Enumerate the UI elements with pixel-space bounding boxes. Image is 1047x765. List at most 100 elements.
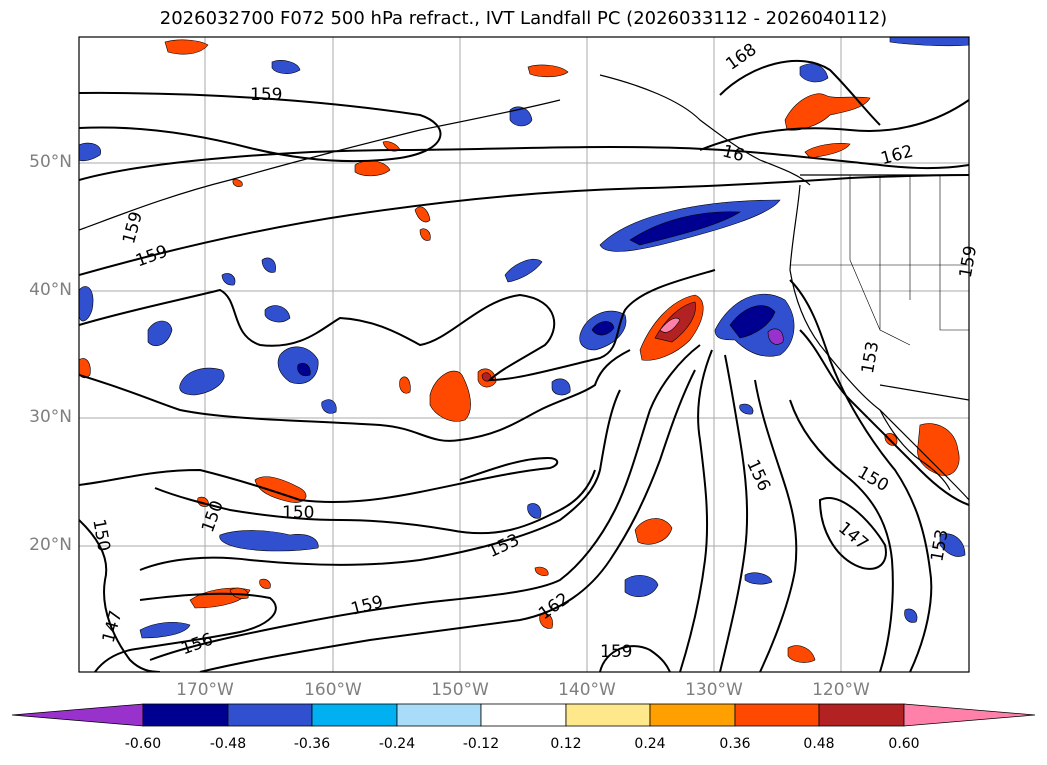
- contour-line: [799, 329, 969, 506]
- colorbar-tick: 0.48: [803, 736, 835, 752]
- contour-label: 150: [282, 503, 314, 523]
- contour-line: [79, 174, 969, 276]
- anomaly-patch: [79, 142, 101, 162]
- anomaly-patch: [634, 518, 673, 545]
- anomaly-patch: [429, 370, 471, 422]
- contour-label: 168: [722, 40, 760, 75]
- contour-label: 159: [250, 85, 282, 105]
- contour-label: 156: [742, 456, 774, 494]
- lon-label-140w: 140°W: [558, 680, 616, 700]
- anomaly-patch: [164, 39, 209, 55]
- contour-line: [154, 469, 596, 535]
- contour-line: [789, 399, 894, 672]
- colorbar-tick: 0.60: [888, 736, 920, 752]
- colorbar-segment: [227, 703, 313, 727]
- contour-label: 153: [927, 528, 952, 563]
- contour-label: 147: [834, 518, 872, 554]
- negative-anomaly-patches: [79, 37, 969, 639]
- anomaly-patch: [939, 533, 966, 557]
- anomaly-patch: [534, 566, 549, 576]
- lon-label-130w: 130°W: [685, 680, 743, 700]
- contour-label: 159: [133, 242, 170, 272]
- lat-label-50n: 50°N: [29, 152, 72, 172]
- coastlines: [79, 74, 969, 501]
- anomaly-patch: [271, 60, 301, 74]
- contour-line: [199, 369, 696, 672]
- lon-label-150w: 150°W: [431, 680, 489, 700]
- colorbar-tick: -0.12: [462, 736, 500, 752]
- colorbar-extend-high: [903, 703, 1036, 727]
- anomaly-patch: [321, 399, 337, 414]
- graticule: [79, 37, 969, 672]
- coastline-north-america: [789, 184, 969, 501]
- lon-label-160w: 160°W: [304, 680, 362, 700]
- lon-label-120w: 120°W: [812, 680, 870, 700]
- anomaly-patch: [419, 228, 431, 241]
- anomaly-patch: [297, 362, 311, 377]
- colorbar: [11, 703, 1036, 727]
- colorbar-segment: [649, 703, 736, 727]
- colorbar-tick: 0.24: [634, 736, 666, 752]
- anomaly-patch: [509, 106, 533, 127]
- anomaly-patch: [889, 37, 969, 47]
- contour-line: [139, 389, 621, 571]
- coastline-aleutians: [79, 99, 561, 231]
- lat-label-40n: 40°N: [29, 280, 72, 300]
- positive-anomaly-patches: [79, 39, 960, 663]
- colorbar-tick: -0.24: [378, 736, 416, 752]
- colorbar-segment: [480, 703, 567, 727]
- contour-label: 159: [349, 592, 386, 620]
- state-borders: [790, 175, 969, 346]
- contour-line: [789, 279, 933, 672]
- contour-label: 159: [956, 244, 981, 279]
- contour-line: [818, 497, 887, 570]
- anomaly-patch: [739, 403, 754, 415]
- lat-label-20n: 20°N: [29, 535, 72, 555]
- anomaly-patch: [527, 64, 569, 78]
- anomaly-patch: [399, 376, 411, 394]
- contour-line: [719, 354, 749, 672]
- anomaly-patch: [787, 645, 816, 663]
- border-us-mexico: [879, 384, 969, 401]
- anomaly-patch: [729, 305, 776, 339]
- anomaly-patch: [804, 143, 851, 159]
- contour-label: 159: [119, 210, 147, 247]
- anomaly-patch: [254, 476, 307, 503]
- anomaly-patch: [139, 621, 191, 639]
- contour-line: [79, 349, 631, 442]
- height-contours: [79, 59, 969, 672]
- lon-label-170w: 170°W: [176, 680, 234, 700]
- map-title: 2026032700 F072 500 hPa refract., IVT La…: [159, 8, 888, 29]
- colorbar-tick: -0.48: [209, 736, 247, 752]
- colorbar-tick: 0.36: [719, 736, 751, 752]
- anomaly-patch: [799, 63, 829, 83]
- contour-line: [79, 456, 559, 503]
- anomaly-patch: [784, 93, 871, 131]
- colorbar-tick: 0.12: [550, 736, 582, 752]
- contour-line: [79, 519, 161, 672]
- colorbar-segment: [311, 703, 398, 727]
- anomaly-patch: [79, 286, 94, 322]
- map-frame: [78, 36, 970, 673]
- colorbar-segment: [396, 703, 482, 727]
- anomaly-patch: [659, 317, 681, 333]
- contour-line: [719, 59, 881, 126]
- anomaly-patch: [179, 367, 225, 396]
- anomaly-patch: [414, 206, 431, 223]
- coastline-alaska: [599, 74, 811, 186]
- anomaly-patch: [767, 328, 784, 345]
- anomaly-patch: [259, 578, 271, 589]
- contour-line: [79, 91, 442, 163]
- anomaly-patch: [264, 305, 291, 323]
- contour-label: 153: [858, 340, 883, 375]
- anomaly-patch: [261, 257, 276, 273]
- contour-label: 150: [88, 518, 113, 553]
- anomaly-patch: [539, 613, 553, 629]
- anomaly-patch: [221, 273, 236, 286]
- colorbar-extend-low: [11, 703, 144, 727]
- coastline-baja: [879, 409, 951, 491]
- contour-line: [599, 645, 671, 672]
- colorbar-tick: -0.60: [124, 736, 162, 752]
- anomaly-patch: [591, 321, 615, 336]
